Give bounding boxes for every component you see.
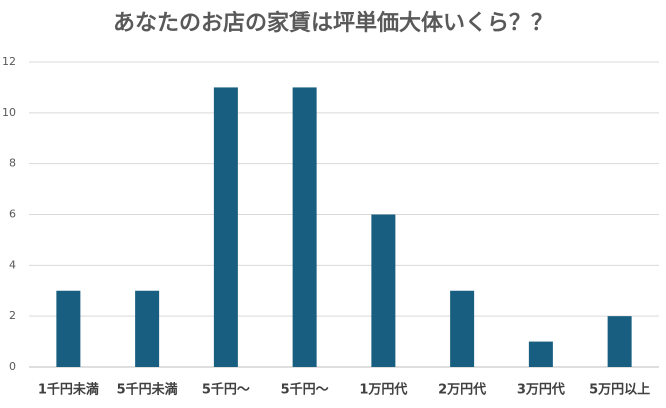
x-tick-label: 1千円未満 [38, 382, 99, 398]
bar [292, 87, 317, 368]
x-tick-label: 2万円代 [438, 382, 486, 398]
x-tick-label: 1万円代 [359, 382, 407, 398]
bar [528, 341, 553, 367]
x-tick-label: 5千円〜 [281, 382, 329, 398]
y-tick-label: 6 [9, 208, 16, 221]
x-tick-label: 5千円未満 [117, 382, 178, 398]
chart-title: あなたのお店の家賃は坪単価大体いくら？？ [113, 10, 553, 36]
y-tick-label: 12 [2, 55, 16, 68]
bar [450, 290, 475, 367]
bar [607, 316, 632, 367]
y-tick-label: 0 [9, 360, 16, 373]
y-tick-label: 10 [2, 106, 16, 119]
x-tick-label: 3万円代 [517, 382, 565, 398]
bar [56, 290, 81, 367]
bar [371, 214, 396, 367]
x-tick-label: 5千円〜 [202, 382, 250, 398]
x-tick-label: 5万円以上 [589, 383, 650, 398]
bar [135, 290, 160, 367]
y-tick-label: 8 [9, 157, 16, 170]
y-tick-label: 2 [9, 309, 16, 322]
bar [213, 87, 238, 368]
y-tick-label: 4 [9, 258, 16, 271]
